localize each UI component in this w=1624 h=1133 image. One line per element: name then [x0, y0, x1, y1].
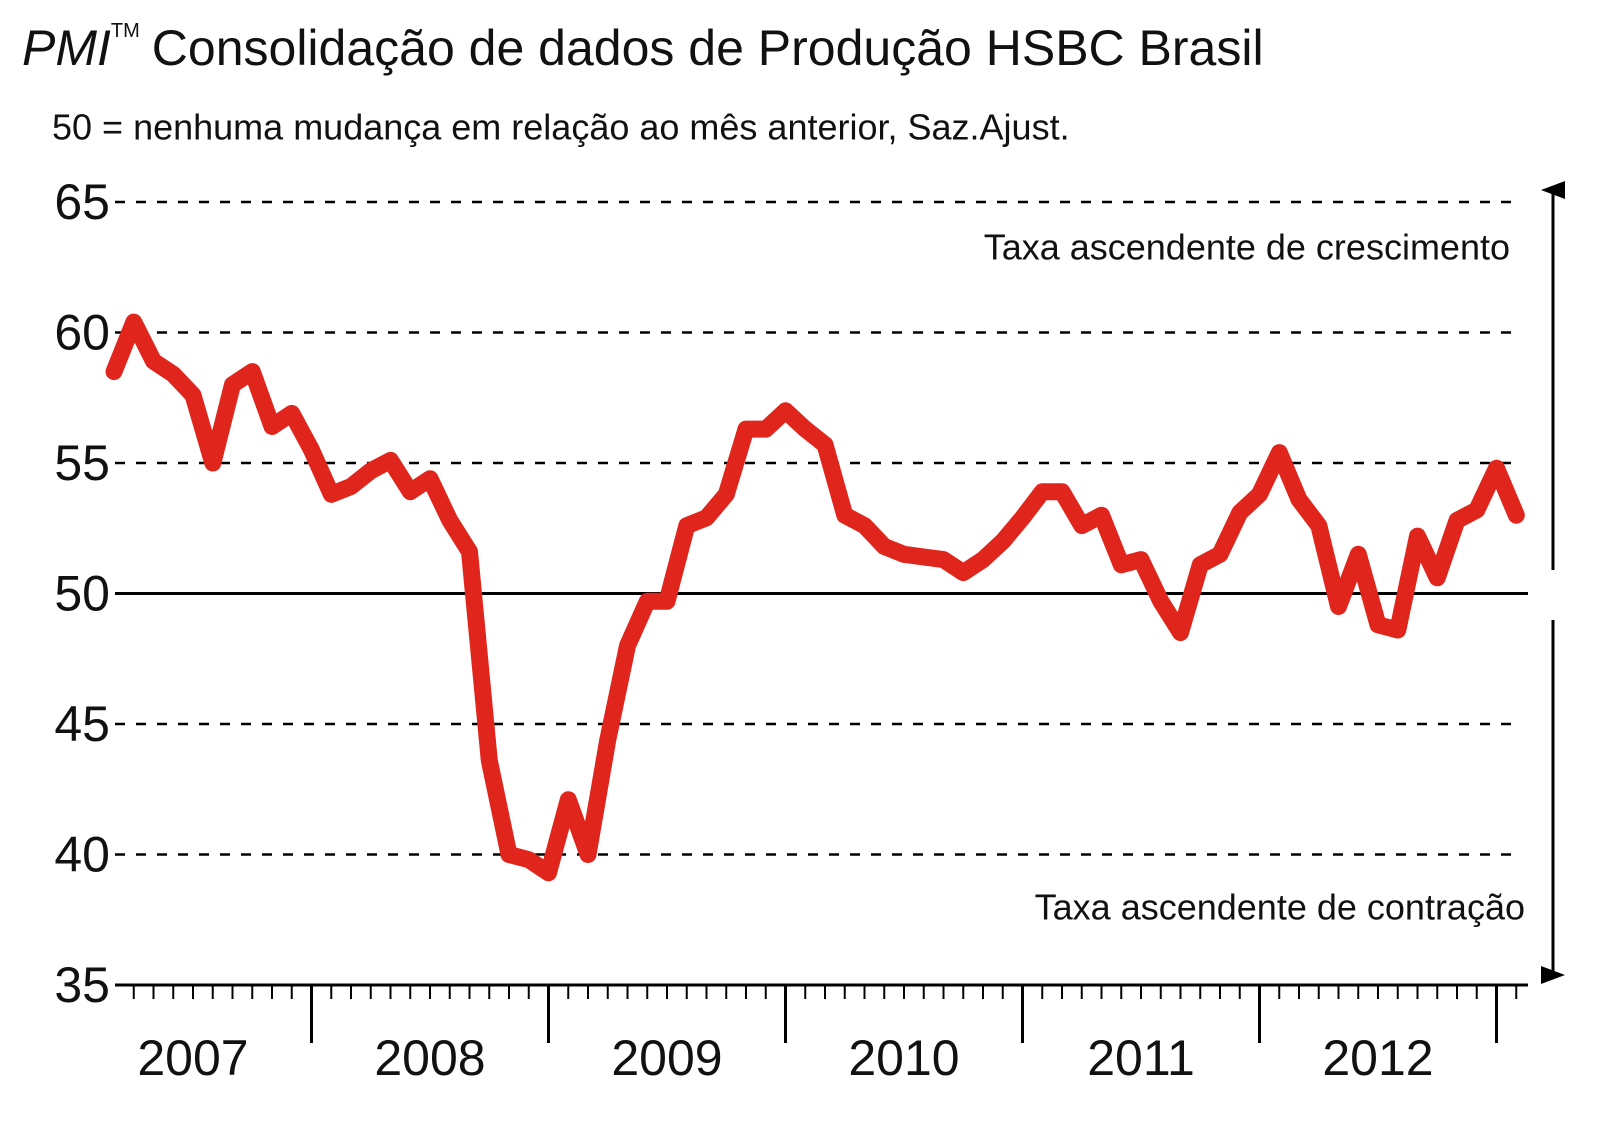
y-tick-label: 65 [54, 174, 110, 230]
title-main: Consolidação de dados de Produção HSBC B… [152, 20, 1264, 76]
y-tick-label: 55 [54, 435, 110, 491]
x-tick-label: 2012 [1322, 1030, 1433, 1086]
x-tick-label: 2007 [137, 1030, 248, 1086]
x-tick-label: 2010 [848, 1030, 959, 1086]
y-tick-label: 45 [54, 696, 110, 752]
y-tick-label: 40 [54, 827, 110, 883]
series-line [105, 313, 1525, 882]
x-tick-label: 2009 [611, 1030, 722, 1086]
annotation: Taxa ascendente de contração [1035, 887, 1525, 928]
chart-title: PMITM Consolidação de dados de Produção H… [22, 20, 1264, 76]
title-prefix: PMI [22, 20, 111, 76]
title-mark: TM [111, 20, 140, 42]
y-tick-label: 60 [54, 305, 110, 361]
chart-subtitle: 50 = nenhuma mudança em relação ao mês a… [52, 107, 1070, 148]
y-tick-label: 35 [54, 957, 110, 1013]
annotation: Taxa ascendente de crescimento [984, 227, 1510, 268]
x-tick-label: 2011 [1087, 1030, 1195, 1086]
x-tick-label: 2008 [374, 1030, 485, 1086]
y-tick-label: 50 [54, 566, 110, 622]
